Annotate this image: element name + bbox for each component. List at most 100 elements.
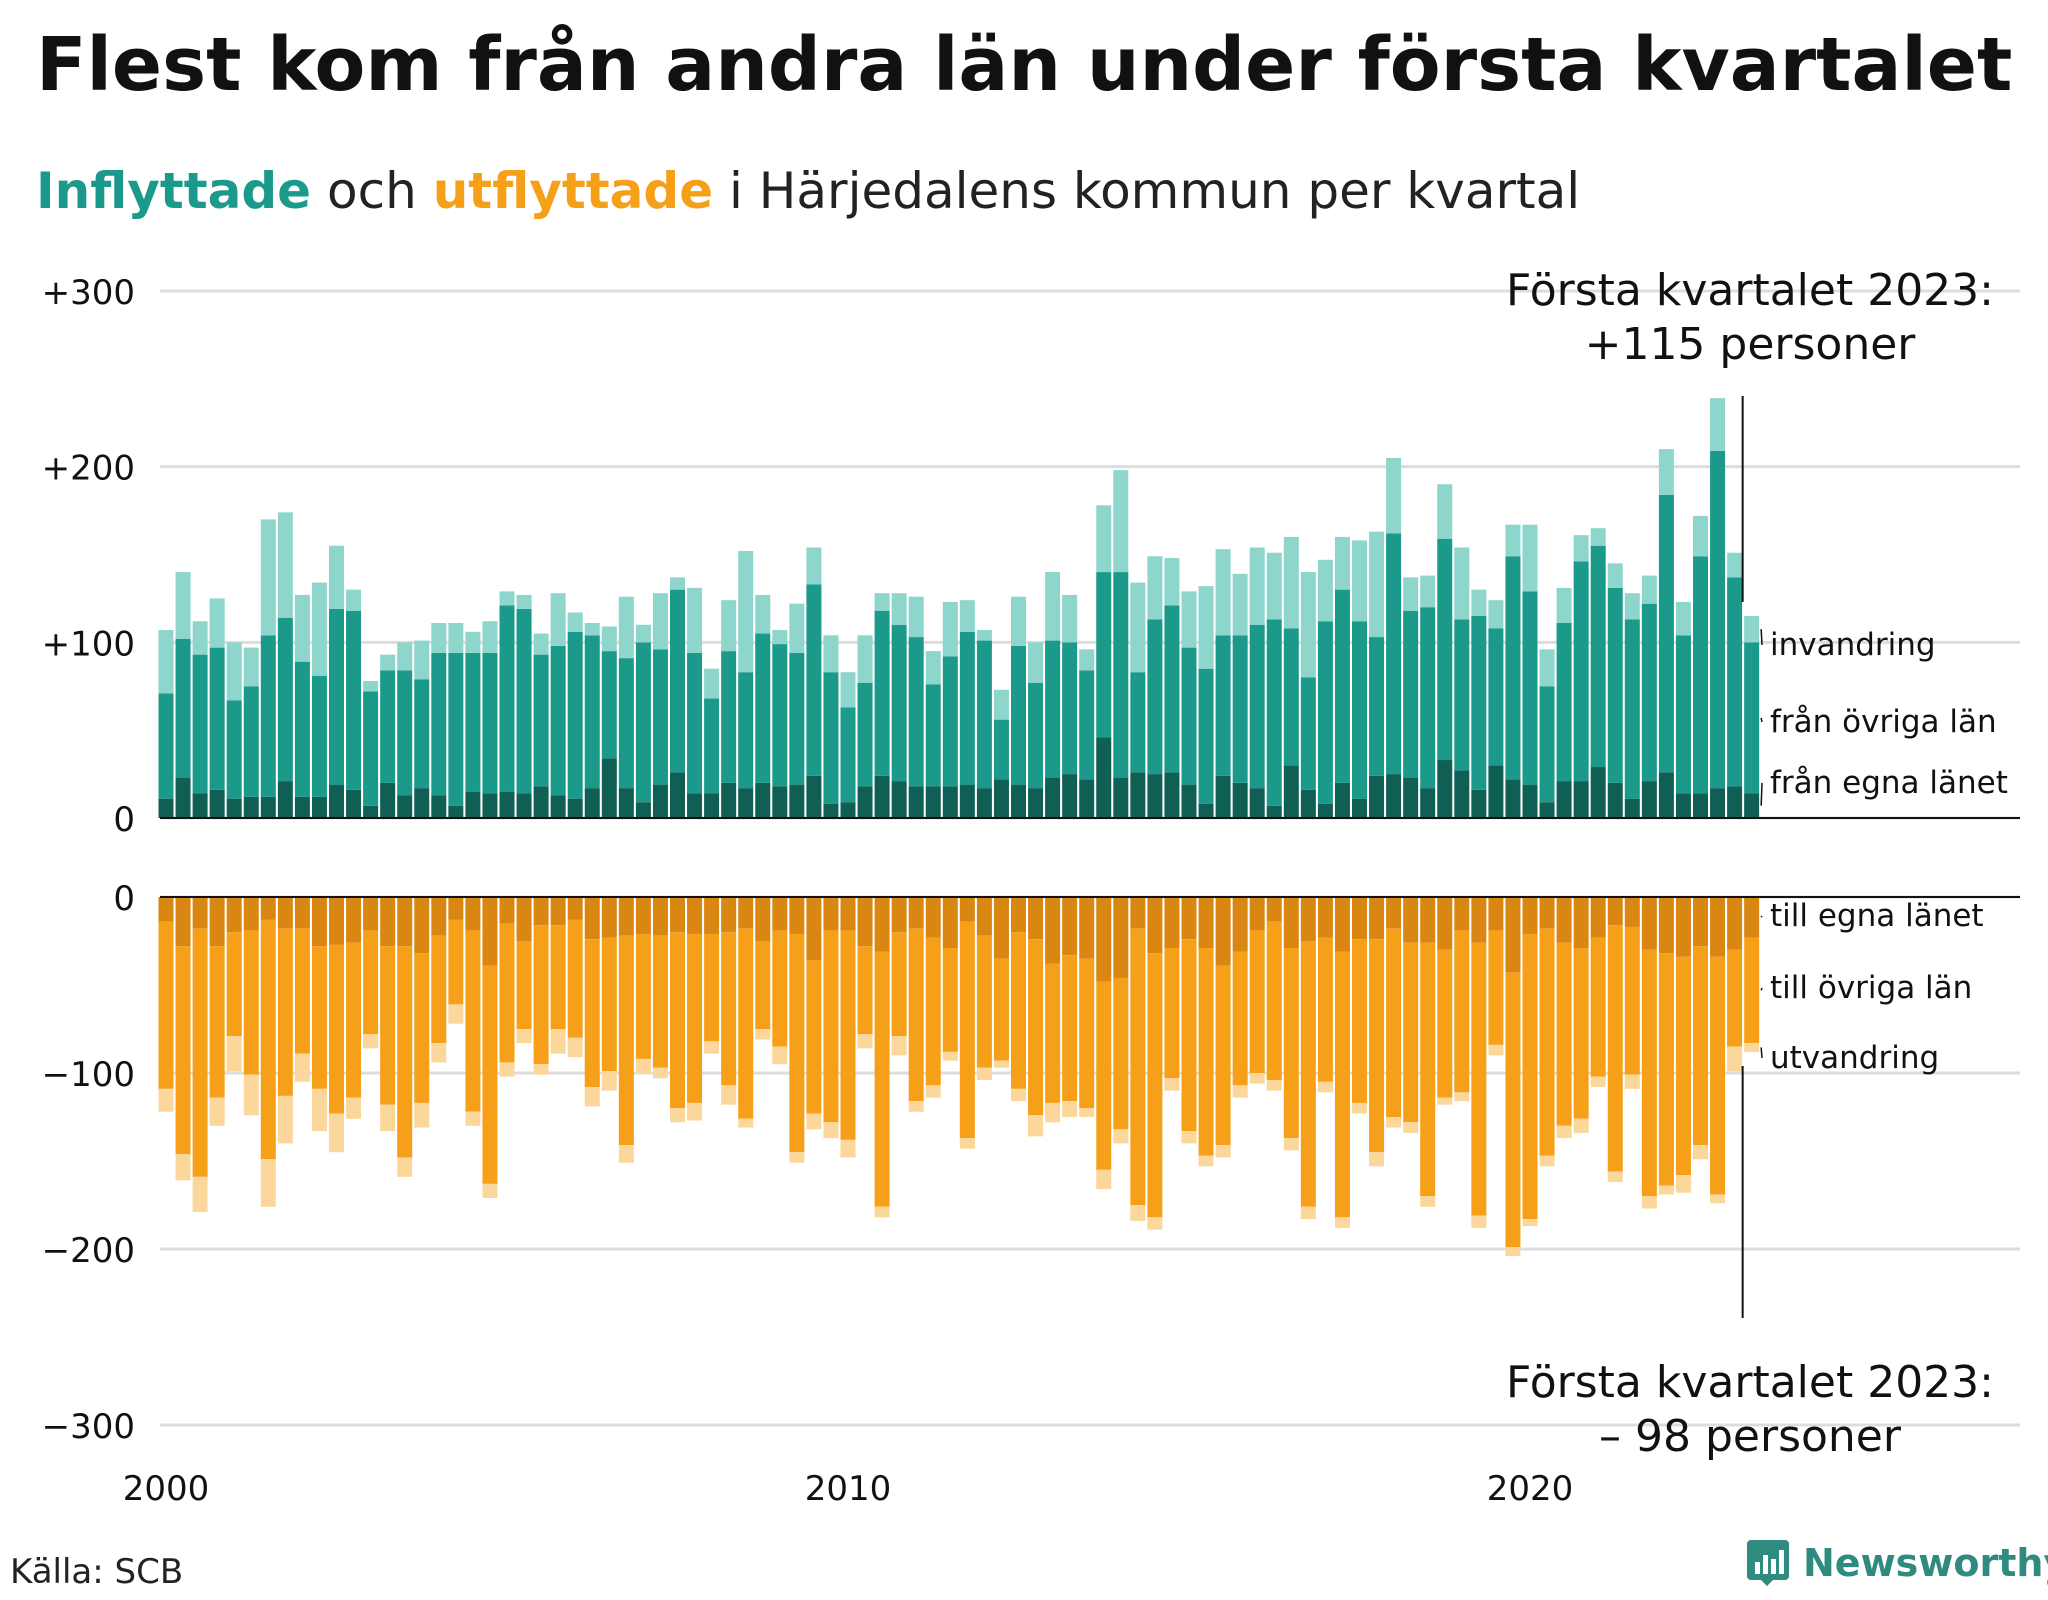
- bar-inflow-immigration: [226, 642, 242, 701]
- bar-inflow-other-counties: [1079, 670, 1095, 780]
- bar-inflow-own-county: [1045, 777, 1061, 818]
- bar-outflow-other-counties: [789, 933, 805, 1153]
- bar-inflow-own-county: [1352, 798, 1367, 818]
- bar-inflow-immigration: [1710, 398, 1726, 451]
- bar-inflow-other-counties: [533, 654, 549, 787]
- bar-outflow-emigration: [1215, 1145, 1231, 1158]
- bar-inflow-own-county: [1744, 793, 1760, 818]
- bar-outflow-own-county: [1505, 897, 1521, 973]
- series-label-leader: [1760, 717, 1763, 723]
- bar-outflow-own-county: [601, 897, 617, 938]
- bar-outflow-own-county: [1710, 897, 1726, 957]
- bar-inflow-own-county: [959, 784, 975, 818]
- bar-inflow-other-counties: [1386, 533, 1402, 775]
- bar-inflow-immigration: [806, 547, 822, 585]
- bar-inflow-immigration: [550, 593, 566, 646]
- bar-outflow-own-county: [431, 897, 447, 936]
- bar-inflow-other-counties: [1693, 556, 1708, 794]
- bar-outflow-emigration: [721, 1085, 737, 1105]
- bar-outflow-own-county: [670, 897, 685, 933]
- bar-outflow-emigration: [192, 1176, 208, 1213]
- bar-outflow-own-county: [1096, 897, 1112, 982]
- bar-inflow-own-county: [670, 772, 685, 818]
- bar-inflow-other-counties: [1710, 450, 1726, 789]
- bar-inflow-other-counties: [618, 658, 634, 789]
- bar-inflow-other-counties: [192, 654, 208, 794]
- bar-outflow-own-county: [192, 897, 208, 929]
- bar-outflow-other-counties: [1011, 932, 1026, 1089]
- bar-inflow-other-counties: [499, 605, 515, 792]
- y-tick-label-bottom: 0: [113, 879, 135, 919]
- bar-outflow-other-counties: [806, 960, 822, 1114]
- bar-inflow-other-counties: [482, 652, 498, 794]
- bar-inflow-immigration: [1624, 593, 1640, 620]
- bar-inflow-immigration: [1675, 601, 1691, 636]
- bar-outflow-emigration: [533, 1064, 549, 1075]
- bar-outflow-other-counties: [1675, 956, 1691, 1176]
- bar-inflow-immigration: [465, 631, 481, 653]
- bar-outflow-own-county: [1198, 897, 1214, 949]
- bar-inflow-other-counties: [1300, 677, 1316, 790]
- bar-outflow-other-counties: [874, 951, 890, 1207]
- bar-inflow-own-county: [1181, 784, 1197, 818]
- bar-inflow-own-county: [482, 793, 498, 818]
- bar-inflow-other-counties: [1505, 556, 1521, 780]
- bar-inflow-other-counties: [260, 635, 276, 797]
- bar-inflow-own-county: [687, 793, 703, 818]
- bar-inflow-own-county: [840, 802, 856, 818]
- bar-outflow-other-counties: [635, 933, 651, 1059]
- bar-inflow-immigration: [1471, 589, 1487, 616]
- bar-outflow-other-counties: [397, 946, 413, 1158]
- bar-inflow-own-county: [942, 786, 958, 818]
- bar-inflow-own-county: [1317, 803, 1333, 818]
- bar-inflow-immigration: [448, 623, 464, 653]
- bar-outflow-own-county: [993, 897, 1009, 959]
- bar-inflow-other-counties: [1590, 545, 1606, 768]
- bar-chart-bubble-icon: [1747, 1540, 1789, 1586]
- bar-inflow-immigration: [1198, 586, 1214, 669]
- bar-inflow-other-counties: [1607, 587, 1623, 783]
- bar-outflow-own-county: [1266, 897, 1282, 922]
- annotation-top-line: Första kvartalet 2023:: [1506, 265, 1994, 316]
- bar-inflow-immigration: [1556, 587, 1572, 624]
- bar-inflow-other-counties: [1283, 628, 1299, 766]
- bar-inflow-other-counties: [942, 656, 958, 787]
- bar-inflow-own-county: [1607, 782, 1623, 818]
- bar-outflow-emigration: [567, 1037, 583, 1058]
- bar-inflow-own-county: [1062, 774, 1078, 818]
- bar-outflow-own-county: [891, 897, 907, 933]
- bar-inflow-own-county: [1727, 786, 1743, 818]
- bar-inflow-immigration: [1266, 552, 1282, 620]
- bar-outflow-own-county: [1522, 897, 1538, 934]
- bar-inflow-immigration: [601, 626, 617, 652]
- bar-outflow-emigration: [1028, 1115, 1044, 1137]
- bar-inflow-other-counties: [329, 608, 344, 785]
- bar-outflow-emigration: [652, 1067, 668, 1079]
- bar-outflow-other-counties: [704, 933, 720, 1042]
- bar-inflow-other-counties: [1096, 572, 1112, 738]
- bar-outflow-emigration: [925, 1085, 941, 1098]
- bar-outflow-emigration: [1181, 1131, 1197, 1144]
- bar-outflow-emigration: [959, 1138, 975, 1149]
- bar-inflow-immigration: [175, 572, 191, 639]
- bar-outflow-emigration: [175, 1153, 191, 1181]
- bar-inflow-other-counties: [158, 693, 174, 799]
- bar-inflow-own-county: [1505, 779, 1521, 818]
- bar-outflow-own-county: [976, 897, 992, 936]
- bar-inflow-immigration: [687, 587, 703, 653]
- bar-outflow-other-counties: [772, 930, 788, 1047]
- bar-inflow-own-county: [363, 805, 379, 818]
- bar-inflow-own-county: [1420, 788, 1436, 818]
- bar-inflow-immigration: [1283, 536, 1299, 629]
- bar-outflow-other-counties: [1693, 946, 1708, 1146]
- bar-outflow-emigration: [806, 1113, 822, 1130]
- bar-inflow-immigration: [721, 600, 737, 652]
- bar-inflow-own-county: [1028, 788, 1044, 818]
- bar-inflow-own-county: [1232, 782, 1248, 818]
- bar-inflow-other-counties: [1215, 635, 1231, 776]
- bar-inflow-own-county: [1710, 788, 1726, 818]
- bar-outflow-other-counties: [1147, 953, 1163, 1218]
- bar-inflow-own-county: [1130, 772, 1146, 818]
- bar-inflow-other-counties: [1522, 591, 1538, 785]
- bar-outflow-emigration: [993, 1060, 1009, 1068]
